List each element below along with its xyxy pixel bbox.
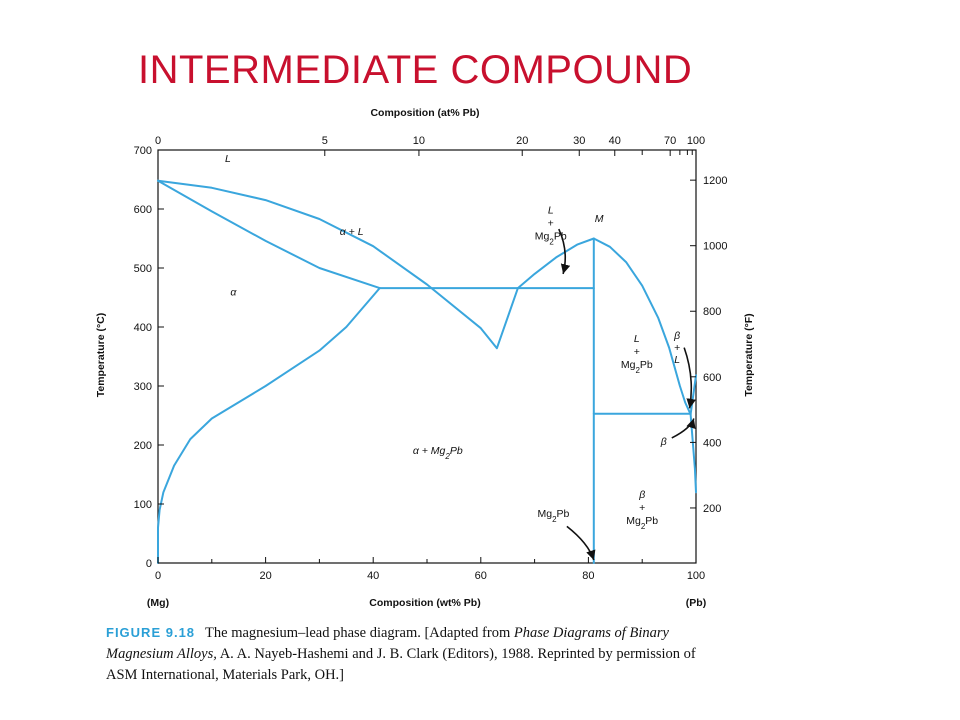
- label-arrow-2: [683, 347, 696, 409]
- x-axis-left-end-label: (Mg): [147, 597, 169, 609]
- slide-title: INTERMEDIATE COMPOUND: [138, 48, 693, 92]
- x-tick-label: 20: [259, 570, 271, 582]
- phase-boundaries: [157, 179, 697, 564]
- top-tick-label: 40: [609, 135, 621, 147]
- right-tick-label: 1200: [703, 175, 727, 187]
- caption-text-2: A. A. Nayeb-Hashemi and J. B. Clark (Edi…: [106, 646, 696, 683]
- phase-boundary-2: [157, 287, 381, 564]
- top-tick-label: 100: [687, 135, 705, 147]
- phase-boundary-1: [157, 179, 381, 290]
- phase-boundary-9: [689, 413, 697, 494]
- right-tick-label: 1000: [703, 241, 727, 253]
- top-tick-label: 70: [664, 135, 676, 147]
- y-axis-right-title: Temperature (°F): [743, 313, 755, 396]
- phase-label-2: α: [230, 287, 237, 299]
- label-arrow-0: [558, 228, 571, 275]
- top-tick-label: 10: [413, 135, 425, 147]
- x-axis-title: Composition (wt% Pb): [369, 597, 480, 609]
- y-tick-label: 500: [134, 263, 152, 275]
- plot-border: [157, 149, 697, 564]
- x-axis-right-end-label: (Pb): [686, 597, 706, 609]
- right-tick-label: 200: [703, 503, 721, 515]
- phase-boundary-0: [157, 179, 519, 350]
- y-axis-title: Temperature (°C): [95, 313, 107, 398]
- phase-labels: Lα + L α α + Mg2Pb L + Mg2Pb M L + Mg2Pb β + L β β + Mg2…: [225, 153, 680, 531]
- phase-boundary-6: [592, 237, 692, 416]
- label-arrows: [558, 228, 696, 561]
- right-tick-label: 800: [703, 306, 721, 318]
- phase-label-7: β + L: [673, 330, 680, 366]
- top-tick-label: 0: [155, 135, 161, 147]
- y-tick-label: 200: [134, 440, 152, 452]
- caption-text-1: The magnesium–lead phase diagram. [Adapt…: [205, 625, 514, 641]
- x-tick-label: 60: [475, 570, 487, 582]
- y-tick-label: 600: [134, 204, 152, 216]
- phase-label-9: β + Mg2Pb: [626, 489, 658, 530]
- label-arrow-1: [566, 525, 596, 561]
- phase-boundary-4: [516, 237, 595, 290]
- top-tick-label: 5: [322, 135, 328, 147]
- x-axis-top-title: Composition (at% Pb): [370, 107, 479, 119]
- phase-label-6: L + Mg2Pb: [621, 333, 653, 375]
- top-tick-label: 30: [573, 135, 585, 147]
- phase-label-10: Mg2Pb: [537, 508, 569, 524]
- y-tick-label: 100: [134, 499, 152, 511]
- phase-label-5: M: [595, 213, 604, 225]
- y-tick-label: 400: [134, 322, 152, 334]
- x-tick-label: 40: [367, 570, 379, 582]
- phase-label-1: α + L: [340, 226, 364, 238]
- right-tick-label: 400: [703, 437, 721, 449]
- figure-caption: FIGURE 9.18 The magnesium–lead phase diag…: [106, 622, 706, 686]
- phase-label-0: L: [225, 153, 231, 165]
- caption-italic-title: Phase Diagrams of Binary Magnesium Alloy…: [106, 625, 669, 662]
- right-tick-label: 600: [703, 372, 721, 384]
- phase-label-3: α + Mg2Pb: [413, 445, 463, 461]
- figure-label: FIGURE 9.18: [106, 625, 196, 640]
- x-tick-label: 100: [687, 570, 705, 582]
- y-tick-label: 0: [146, 558, 152, 570]
- phase-label-4: L + Mg2Pb: [535, 205, 567, 247]
- top-tick-label: 20: [516, 135, 528, 147]
- plot-frame: [157, 149, 697, 564]
- y-tick-label: 700: [134, 145, 152, 157]
- label-arrow-3: [671, 418, 696, 439]
- x-tick-label: 0: [155, 570, 161, 582]
- phase-label-8: β: [660, 436, 667, 448]
- y-tick-label: 300: [134, 381, 152, 393]
- x-tick-label: 80: [582, 570, 594, 582]
